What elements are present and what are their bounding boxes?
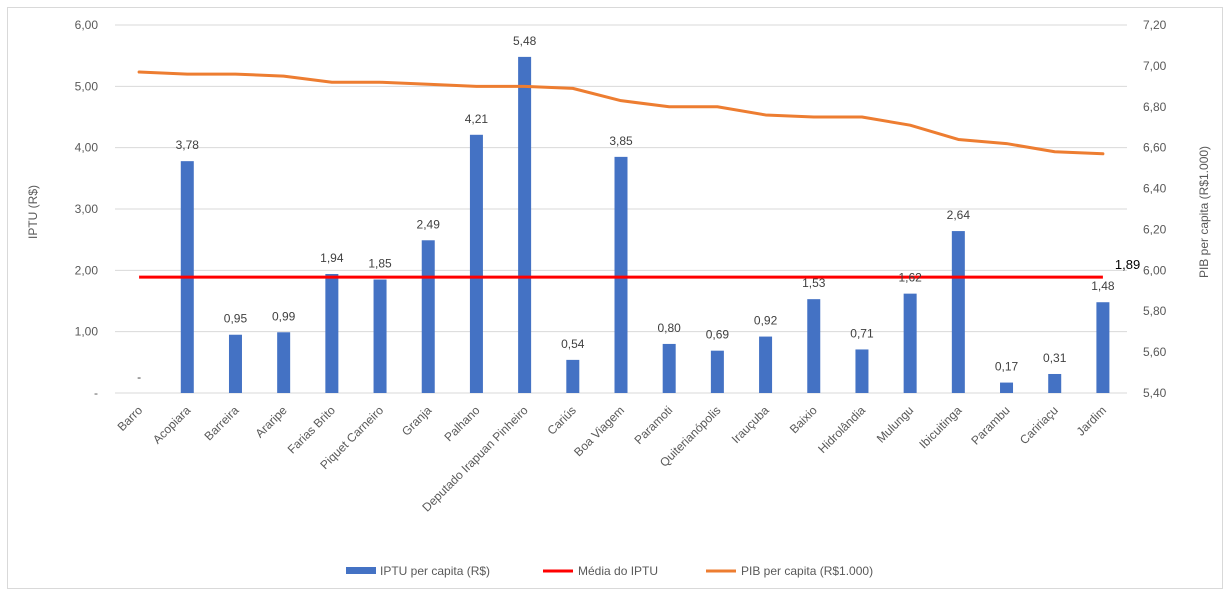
x-tick-label: Caririaçu (1017, 403, 1061, 447)
y-left-tick-label: 6,00 (75, 18, 99, 32)
x-tick-label: Hidrolândia (815, 403, 868, 456)
bar-caririaçu (1048, 373, 1062, 393)
y-right-axis-title: PIB per capita (R$1.000) (1197, 146, 1211, 278)
x-tick-label: Cariús (545, 403, 579, 437)
bar-jardim (1096, 302, 1110, 393)
x-tick-label: Parambu (968, 403, 1012, 447)
iptu-bars (180, 56, 1110, 393)
legend-label-pib: PIB per capita (R$1.000) (741, 564, 873, 578)
bar-deputado-irapuan-pinheiro (518, 56, 532, 393)
bar-data-label: 0,80 (658, 321, 682, 335)
legend-label-average: Média do IPTU (578, 564, 658, 578)
y-left-tick-label: 3,00 (75, 202, 99, 216)
bar-data-label: 1,48 (1091, 279, 1115, 293)
x-tick-label: Mulungu (874, 403, 916, 445)
bar-boa-viagem (614, 156, 628, 393)
y-right-tick-label: 7,00 (1143, 59, 1167, 73)
bar-irauçuba (759, 336, 773, 393)
bar-cariús (566, 359, 580, 393)
x-tick-label: Barro (115, 403, 146, 434)
pib-line (137, 70, 1105, 156)
y-left-tick-label: 4,00 (75, 141, 99, 155)
bar-granja (421, 240, 435, 393)
y-left-axis-title: IPTU (R$) (26, 185, 40, 239)
bar-data-label: 1,85 (368, 257, 392, 271)
y-right-tick-label: 5,80 (1143, 304, 1167, 318)
x-tick-label: Ibicuitinga (916, 403, 964, 451)
bar-paramoti (662, 343, 676, 393)
bar-data-label: 3,78 (176, 138, 200, 152)
x-tick-label: Granja (399, 403, 435, 439)
y-right-tick-label: 6,40 (1143, 182, 1167, 196)
y-right-tick-label: 5,60 (1143, 345, 1167, 359)
bar-data-label: 3,85 (609, 134, 633, 148)
bar-quiterianópolis (710, 350, 724, 393)
y-right-tick-label: 6,00 (1143, 263, 1167, 277)
legend-label-iptu: IPTU per capita (R$) (380, 564, 490, 578)
bar-data-label: 0,71 (850, 326, 874, 340)
y-right-tick-label: 6,20 (1143, 222, 1167, 236)
bar-araripe (277, 332, 291, 393)
y-right-tick-label: 6,80 (1143, 100, 1167, 114)
x-tick-label: Acopiara (150, 403, 194, 447)
bar-data-label: 2,64 (947, 208, 971, 222)
bar-ibicuitinga (951, 231, 965, 393)
bar-palhano (469, 134, 483, 393)
bar-barreira (228, 334, 242, 393)
average-data-label: 1,89 (1115, 257, 1140, 272)
bar-data-label: 1,53 (802, 276, 826, 290)
bar-piquet-carneiro (373, 279, 387, 393)
bar-data-label: 1,94 (320, 251, 344, 265)
bar-parambu (1000, 382, 1014, 393)
x-tick-label: Boa Viagem (571, 403, 627, 459)
y-left-tick-label: 5,00 (75, 79, 99, 93)
bar-farias-brito (325, 274, 339, 393)
bar-data-label: 0,69 (706, 328, 730, 342)
data-labels: - 3,78 0,95 0,99 1,94 1,85 2,49 4,21 5,48 0,54 3,8… (137, 34, 1140, 384)
bar-data-label: 0,31 (1043, 351, 1067, 365)
x-tick-label: Irauçuba (729, 403, 772, 446)
y-right-tick-label: 6,60 (1143, 141, 1167, 155)
bar-data-label: 5,48 (513, 34, 537, 48)
x-tick-label: Paramoti (631, 403, 675, 447)
y-right-tick-label: 7,20 (1143, 18, 1167, 32)
bar-hidrolândia (855, 349, 869, 393)
bar-data-label: 0,17 (995, 360, 1019, 374)
bar-data-label: - (137, 370, 141, 384)
legend: IPTU per capita (R$) Média do IPTU PIB p… (346, 564, 873, 578)
x-tick-label: Barreira (202, 403, 242, 443)
bar-data-label: 0,99 (272, 309, 296, 323)
legend-swatch-iptu (346, 567, 376, 574)
bar-data-label: 0,54 (561, 337, 585, 351)
y-right-tick-label: 5,40 (1143, 386, 1167, 400)
x-tick-label: Baixio (787, 403, 820, 436)
x-tick-label: Araripe (253, 403, 290, 440)
bar-data-label: 4,21 (465, 112, 489, 126)
bar-data-label: 0,95 (224, 312, 248, 326)
x-tick-label: Jardim (1074, 403, 1109, 438)
y-left-tick-label: - (94, 386, 98, 400)
bar-data-label: 2,49 (417, 217, 441, 231)
y-left-tick-label: 1,00 (75, 325, 99, 339)
bar-data-label: 0,92 (754, 314, 778, 328)
x-tick-label: Palhano (442, 403, 483, 444)
bar-baixio (807, 299, 821, 393)
series-lines (137, 70, 1105, 279)
bar-data-label: 1,62 (898, 271, 922, 285)
bar-mulungu (903, 293, 917, 393)
y-left-tick-label: 2,00 (75, 263, 99, 277)
